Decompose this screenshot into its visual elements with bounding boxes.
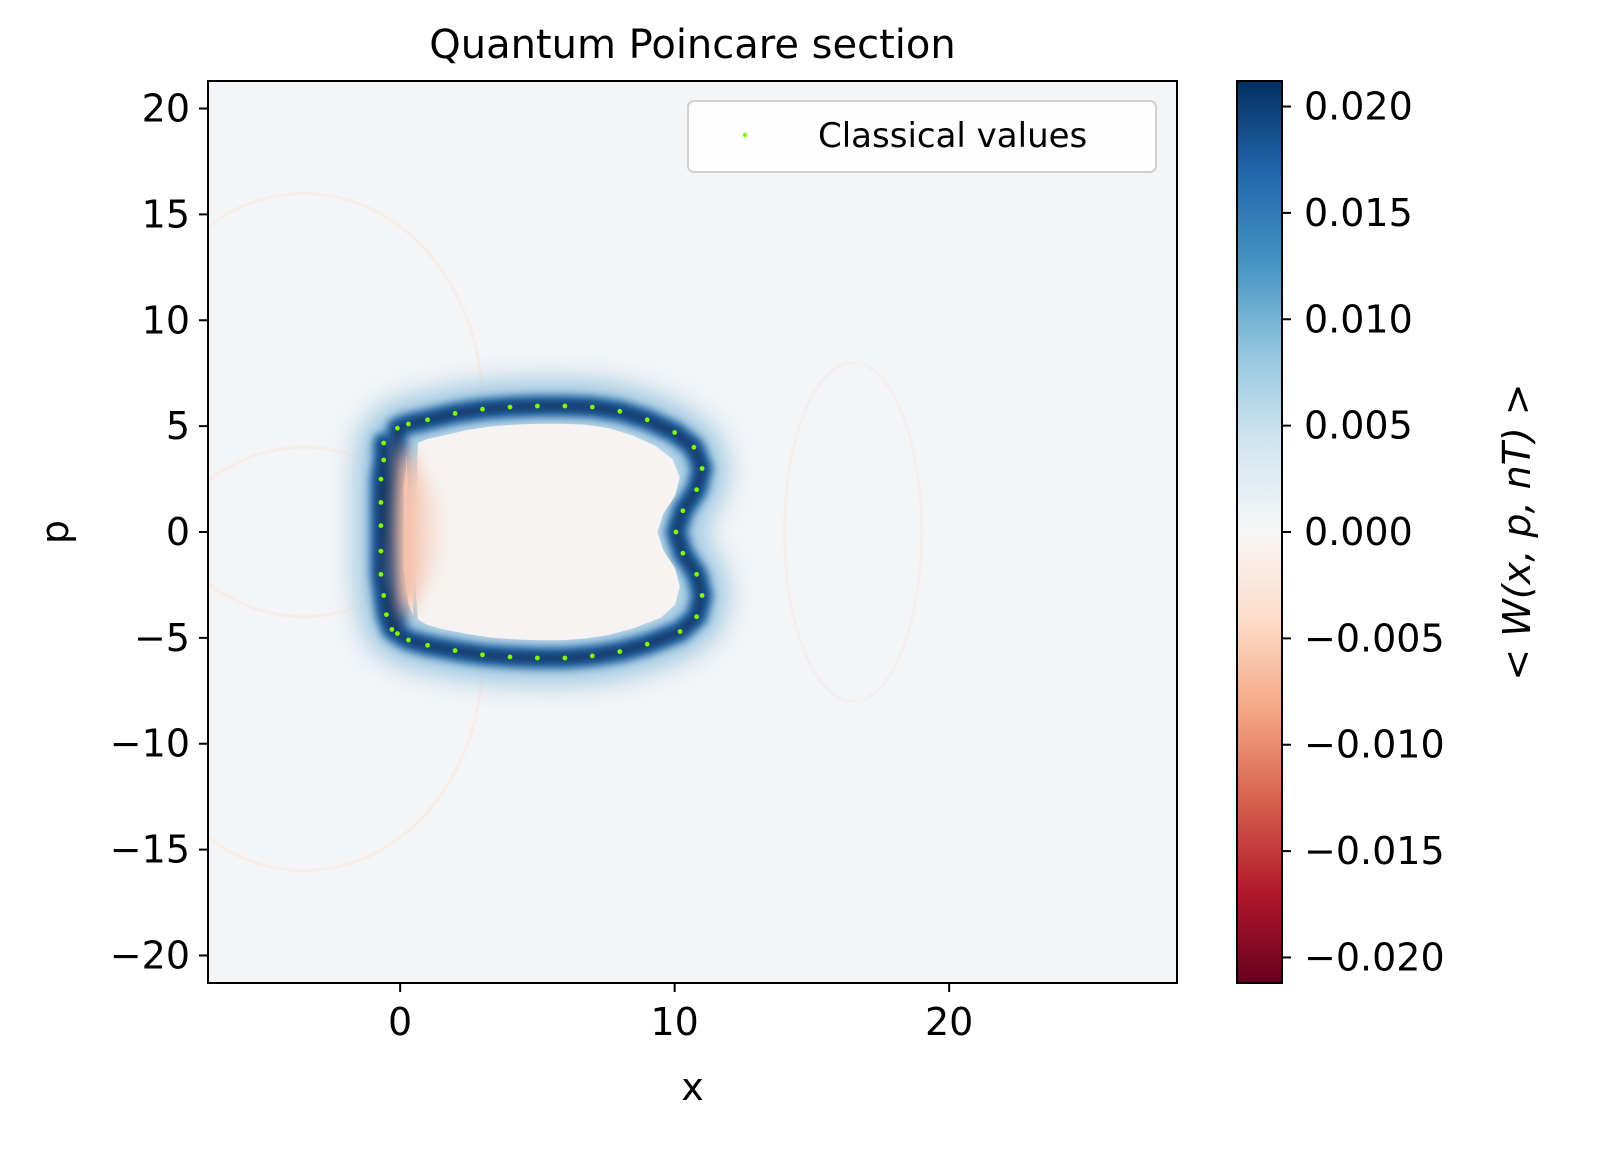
classical-values-scatter (378, 403, 705, 661)
classical-value-point (680, 550, 686, 556)
y-tick-label: −20 (110, 933, 190, 977)
classical-value-point (384, 612, 389, 617)
heatmap-negative-fringe (433, 489, 442, 575)
colorbar-tick-label: −0.010 (1304, 723, 1445, 767)
classical-value-point (395, 631, 400, 636)
colorbar-ticks: 0.020 0.015 0.010 0.005 0.000 −0.005 −0.010 −0.… (1282, 85, 1445, 979)
y-tick-label: 10 (142, 298, 190, 342)
classical-value-point (381, 457, 387, 463)
classical-value-point (617, 649, 623, 654)
plot-area: 0 10 20 20 15 10 5 0 −5 −10 −15 −20 (110, 80, 1178, 1044)
classical-value-point (480, 652, 485, 658)
legend: Classical values (687, 100, 1157, 173)
classical-value-point (617, 408, 623, 414)
classical-value-point (389, 627, 395, 632)
colorbar-tick-label: 0.020 (1304, 85, 1413, 129)
heatmap (208, 191, 924, 873)
y-axis-label: p (33, 520, 77, 544)
classical-value-point (589, 404, 595, 410)
colorbar-tick-label: 0.015 (1304, 191, 1413, 235)
classical-value-point (694, 487, 699, 493)
classical-value-point (699, 466, 705, 471)
x-tick-label: 20 (925, 1000, 973, 1044)
classical-value-point (480, 406, 485, 412)
classical-value-point (378, 548, 384, 554)
x-axis-label: x (681, 1065, 704, 1109)
colorbar-gradient (1237, 81, 1282, 983)
legend-label: Classical values (818, 116, 1087, 156)
classical-value-point (673, 529, 679, 535)
colorbar-tick-label: −0.015 (1304, 829, 1445, 873)
colorbar-tick-label: −0.020 (1304, 935, 1445, 979)
heatmap-faint-fringe (782, 361, 924, 703)
classical-value-point (699, 593, 705, 598)
x-axis-ticks: 0 10 20 (388, 983, 973, 1044)
colorbar: 0.020 0.015 0.010 0.005 0.000 −0.005 −0.010 −0.… (1236, 80, 1539, 984)
y-axis-ticks: 20 15 10 5 0 −5 −10 −15 −20 (110, 87, 208, 977)
heatmap-positive-band-peak (376, 401, 707, 663)
y-tick-label: 20 (142, 87, 190, 131)
heatmap-negative-fringe (408, 455, 423, 609)
classical-value-point (378, 476, 384, 482)
classical-value-point (507, 404, 513, 410)
classical-value-point (562, 403, 568, 409)
classical-value-point (452, 411, 458, 416)
classical-value-point (507, 654, 513, 660)
classical-value-point (452, 648, 458, 653)
classical-value-point (425, 642, 430, 648)
y-tick-label: −15 (110, 828, 190, 872)
x-tick-label: 10 (650, 1000, 698, 1044)
classical-value-point (406, 637, 411, 643)
colorbar-tick-label: 0.010 (1304, 297, 1413, 341)
classical-value-point (378, 500, 384, 505)
classical-value-point (425, 417, 430, 423)
classical-value-point (691, 444, 697, 450)
classical-value-point (535, 655, 540, 661)
heatmap-negative-fringe (394, 443, 414, 621)
legend-marker (742, 132, 748, 138)
y-tick-label: −5 (134, 616, 190, 660)
y-tick-label: 0 (166, 510, 190, 554)
heatmap-negative-fringe (420, 472, 432, 592)
colorbar-tick-label: 0.005 (1304, 404, 1413, 448)
classical-value-point (406, 421, 411, 427)
classical-value-point (378, 571, 384, 577)
classical-value-point (535, 403, 540, 409)
classical-value-point (381, 593, 387, 598)
classical-value-point (381, 440, 387, 446)
colorbar-label: < W(x, p, nT) > (1495, 383, 1539, 680)
colorbar-tick-label: 0.000 (1304, 510, 1413, 554)
classical-value-point (677, 629, 683, 634)
y-tick-label: 15 (142, 192, 190, 236)
heatmap-negative-fringes (394, 443, 442, 621)
classical-value-point (562, 655, 568, 661)
chart-title: Quantum Poincare section (429, 22, 956, 68)
classical-value-point (644, 417, 650, 423)
x-tick-label: 0 (388, 1000, 412, 1044)
classical-value-point (694, 571, 699, 577)
legend-box (687, 100, 1157, 173)
classical-value-point (378, 523, 384, 528)
classical-value-point (589, 653, 595, 659)
heatmap-interior (403, 423, 680, 641)
classical-value-point (672, 430, 678, 435)
classical-value-point (644, 641, 650, 647)
y-tick-label: 5 (166, 404, 190, 448)
y-tick-label: −10 (110, 722, 190, 766)
classical-value-point (694, 614, 699, 620)
colorbar-tick-label: −0.005 (1304, 616, 1445, 660)
classical-value-point (395, 425, 400, 431)
classical-value-point (680, 508, 686, 514)
